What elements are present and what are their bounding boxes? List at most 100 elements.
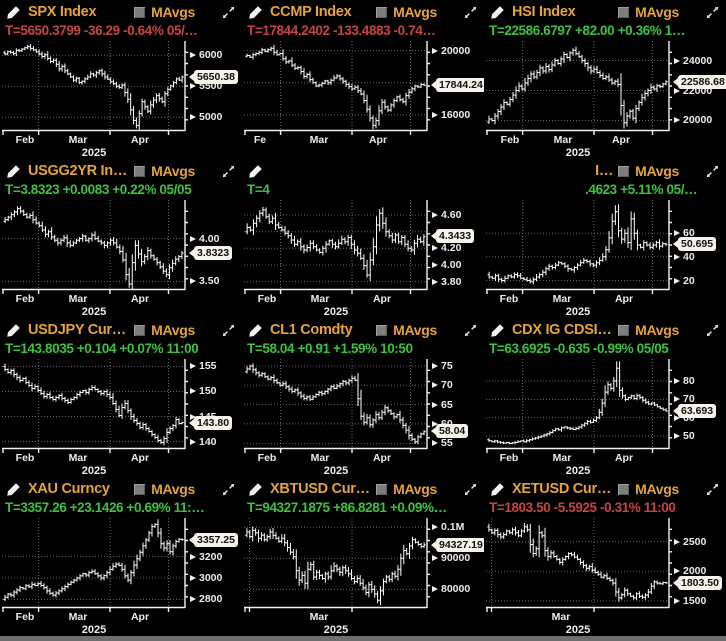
x-axis-label: Mar bbox=[553, 134, 573, 146]
tick-arrow-icon bbox=[432, 586, 438, 593]
expand-icon[interactable] bbox=[705, 5, 720, 20]
ticker-title[interactable]: I… bbox=[595, 163, 614, 179]
expand-icon[interactable] bbox=[463, 482, 478, 497]
ticker-title[interactable]: SPX Index bbox=[28, 4, 97, 20]
quote-row: T=5650.3799 -36.29 -0.64% 05/… bbox=[0, 22, 242, 40]
mavgs-toggle[interactable]: MAvgs bbox=[376, 322, 437, 338]
edit-pencil-icon[interactable] bbox=[247, 163, 264, 180]
ticker-title[interactable]: USGG2YR In… bbox=[28, 163, 128, 179]
price-chart[interactable] bbox=[486, 200, 675, 295]
chart-panel-hsi[interactable]: HSI Index MAvgs T=22586.6797 +82.00 +0.36%… bbox=[484, 0, 726, 159]
ticker-title[interactable]: XETUSD Cur… bbox=[512, 481, 612, 497]
mavgs-toggle[interactable]: MAvgs bbox=[618, 322, 679, 338]
price-chart[interactable] bbox=[2, 200, 191, 295]
edit-pencil-icon[interactable] bbox=[5, 481, 22, 498]
x-axis-label: Mar bbox=[552, 452, 572, 464]
chart-area[interactable]: 6000 5500 5000 5650.38 Feb Mar Apr 2025 bbox=[0, 41, 242, 159]
price-chart[interactable] bbox=[244, 41, 433, 136]
chart-area[interactable]: 2500 2000 1500 1803.50 Mar 2025 bbox=[484, 518, 726, 636]
ticker-title[interactable]: XBTUSD Cur… bbox=[270, 481, 370, 497]
expand-icon[interactable] bbox=[705, 164, 720, 179]
y-axis-tick: 65 bbox=[432, 399, 453, 411]
ticker-title[interactable]: CCMP Index bbox=[270, 4, 352, 20]
price-chart[interactable] bbox=[486, 359, 675, 454]
edit-pencil-icon[interactable] bbox=[5, 4, 22, 21]
edit-pencil-icon[interactable] bbox=[247, 322, 264, 339]
tick-arrow-icon bbox=[190, 235, 196, 242]
x-axis-label: Apr bbox=[611, 134, 631, 146]
edit-pencil-icon[interactable] bbox=[489, 4, 506, 21]
price-chart[interactable] bbox=[244, 518, 433, 613]
chart-panel-us10y[interactable]: T=4 4.60 4.20 4.00 3.80 4.3433 Feb Mar Apr 2025 bbox=[242, 159, 484, 318]
tick-arrow-icon bbox=[674, 230, 680, 237]
ticker-title[interactable]: CL1 Comdty bbox=[270, 322, 353, 338]
last-price-badge: 50.695 bbox=[672, 237, 717, 252]
chart-area[interactable]: 4.00 3.50 3.8323 Feb Mar Apr 2025 bbox=[0, 200, 242, 318]
price-chart[interactable] bbox=[2, 518, 191, 613]
y-axis-tick: 60 bbox=[432, 418, 453, 430]
expand-icon[interactable] bbox=[463, 5, 478, 20]
chart-area[interactable]: 4.60 4.20 4.00 3.80 4.3433 Feb Mar Apr 2025 bbox=[242, 200, 484, 318]
edit-pencil-icon[interactable] bbox=[489, 322, 506, 339]
chart-panel-cdx[interactable]: CDX IG CDSI… MAvgs T=63.6925 -0.635 -0.99%… bbox=[484, 318, 726, 477]
mavgs-toggle[interactable]: MAvgs bbox=[618, 4, 679, 20]
chart-area[interactable]: 0.1M 90000 80000 94327.19 Mar 2025 bbox=[242, 518, 484, 636]
chart-panel-usgg2yr[interactable]: USGG2YR In… MAvgs T=3.8323 +0.0083 +0.22% … bbox=[0, 159, 242, 318]
expand-icon[interactable] bbox=[221, 323, 236, 338]
mavgs-toggle[interactable]: MAvgs bbox=[618, 163, 679, 179]
chart-panel-xbtusd[interactable]: XBTUSD Cur… MAvgs T=94327.1875 +86.8281 +0… bbox=[242, 477, 484, 636]
price-chart[interactable] bbox=[244, 359, 433, 454]
y-axis-tick: 2800 bbox=[190, 593, 222, 605]
chart-panel-spx[interactable]: SPX Index MAvgs T=5650.3799 -36.29 -0.64% … bbox=[0, 0, 242, 159]
chart-panel-vix[interactable]: I… MAvgs .4623 +5.11% 05/… 60 40 20 50.695 Feb M… bbox=[484, 159, 726, 318]
price-chart[interactable] bbox=[486, 518, 675, 613]
mavgs-toggle[interactable]: MAvgs bbox=[376, 481, 437, 497]
edit-pencil-icon[interactable] bbox=[247, 4, 264, 21]
mavgs-label: MAvgs bbox=[151, 322, 195, 338]
chart-panel-ccmp[interactable]: CCMP Index MAvgs T=17844.2402 -133.4883 -0… bbox=[242, 0, 484, 159]
chart-area[interactable]: 24000 22000 20000 22586.68 Feb Mar Apr 2025 bbox=[484, 41, 726, 159]
price-chart[interactable] bbox=[2, 41, 191, 136]
price-chart[interactable] bbox=[2, 359, 191, 454]
tick-arrow-icon bbox=[674, 117, 680, 124]
edit-pencil-icon[interactable] bbox=[5, 322, 22, 339]
mavgs-toggle[interactable]: MAvgs bbox=[134, 4, 195, 20]
expand-icon[interactable] bbox=[221, 482, 236, 497]
expand-icon[interactable] bbox=[705, 323, 720, 338]
chart-area[interactable]: 3200 3000 2800 3357.25 Feb Mar Apr 2025 bbox=[0, 518, 242, 636]
expand-icon[interactable] bbox=[221, 164, 236, 179]
ticker-title[interactable]: CDX IG CDSI… bbox=[512, 322, 612, 338]
tick-arrow-icon bbox=[190, 438, 196, 445]
price-chart[interactable] bbox=[244, 200, 433, 295]
chart-panel-usdjpy[interactable]: USDJPY Cur… MAvgs T=143.8035 +0.104 +0.07%… bbox=[0, 318, 242, 477]
mavgs-toggle[interactable]: MAvgs bbox=[134, 481, 195, 497]
expand-icon[interactable] bbox=[705, 482, 720, 497]
x-axis-label: Mar bbox=[309, 611, 329, 623]
x-axis-label: Mar bbox=[68, 134, 88, 146]
y-axis: 20000 16000 17844.24 bbox=[431, 41, 484, 131]
chart-panel-cl1[interactable]: CL1 Comdty MAvgs T=58.04 +0.91 +1.59% 10:5… bbox=[242, 318, 484, 477]
chart-panel-xau[interactable]: XAU Curncy MAvgs T=3357.26 +23.1426 +0.69%… bbox=[0, 477, 242, 636]
mavgs-toggle[interactable]: MAvgs bbox=[134, 163, 195, 179]
tick-arrow-icon bbox=[432, 420, 438, 427]
edit-pencil-icon[interactable] bbox=[247, 481, 264, 498]
expand-icon[interactable] bbox=[463, 323, 478, 338]
ticker-title[interactable]: HSI Index bbox=[512, 4, 576, 20]
chart-area[interactable]: 20000 16000 17844.24 Fe Mar Apr bbox=[242, 41, 484, 159]
edit-pencil-icon[interactable] bbox=[489, 481, 506, 498]
chart-panel-xetusd[interactable]: XETUSD Cur… MAvgs T=1803.50 -5.5925 -0.31%… bbox=[484, 477, 726, 636]
edit-pencil-icon[interactable] bbox=[5, 163, 22, 180]
mavgs-toggle[interactable]: MAvgs bbox=[134, 322, 195, 338]
chart-area[interactable]: 60 40 20 50.695 Feb Mar Apr 2025 bbox=[484, 200, 726, 318]
ticker-title[interactable]: USDJPY Cur… bbox=[28, 322, 126, 338]
mavgs-checkbox-icon bbox=[376, 324, 388, 336]
y-axis-tick: 70 bbox=[432, 379, 453, 391]
ticker-title[interactable]: XAU Curncy bbox=[28, 481, 110, 497]
price-chart[interactable] bbox=[486, 41, 675, 136]
expand-icon[interactable] bbox=[221, 5, 236, 20]
mavgs-toggle[interactable]: MAvgs bbox=[618, 481, 679, 497]
mavgs-toggle[interactable]: MAvgs bbox=[376, 4, 437, 20]
